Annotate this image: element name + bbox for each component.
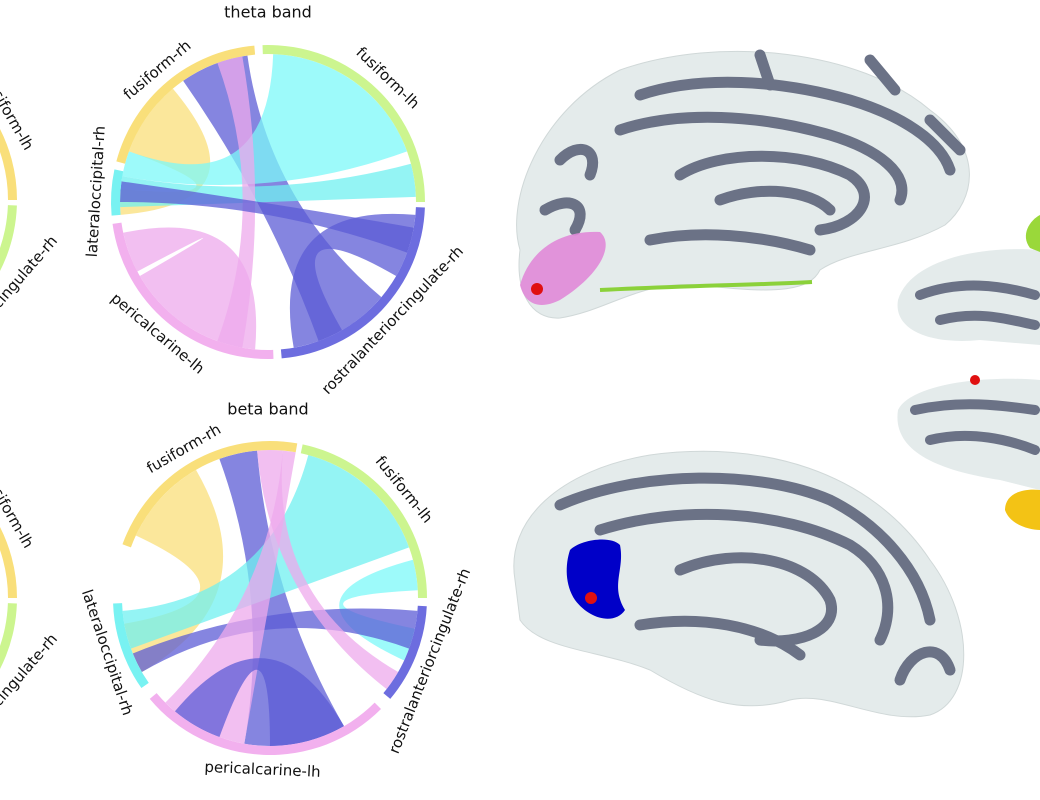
chord-diagrams: fusiform-rh fusiform-lhrostralanteriorcin… <box>0 3 474 791</box>
node-arc <box>383 605 427 699</box>
node-arc <box>122 441 298 548</box>
node-label: lateraloccipital-rh <box>83 125 109 257</box>
seed-point <box>585 592 597 604</box>
node-arc <box>113 603 149 689</box>
node-arc <box>149 693 382 756</box>
chord <box>120 88 211 215</box>
node-arc <box>112 222 274 359</box>
seed-point <box>531 283 543 295</box>
node-label: rostralanteriorcingulate-rh <box>0 630 61 791</box>
chord <box>122 54 408 185</box>
node-arc <box>0 603 17 669</box>
node-arc <box>116 45 256 164</box>
highlight-region <box>566 539 625 619</box>
panel-title: theta band <box>224 3 312 22</box>
chord <box>257 450 399 690</box>
node-label: rostralanteriorcingulate-rh <box>0 232 61 393</box>
chord <box>174 658 344 746</box>
chord <box>289 213 416 348</box>
highlight-region <box>599 280 813 292</box>
seed-point <box>970 375 980 385</box>
chord <box>123 227 257 350</box>
node-arc <box>111 169 124 216</box>
highlight-region <box>1025 215 1040 252</box>
node-arc <box>300 444 427 598</box>
node-arc <box>0 527 17 598</box>
node-label: pericalcarine-lh <box>204 758 321 781</box>
node-arc <box>280 207 425 359</box>
brain-sulci <box>554 472 956 686</box>
brain-surface <box>516 50 970 319</box>
chord <box>217 56 256 348</box>
brain-views <box>513 49 1040 718</box>
brain-sulci <box>539 49 966 256</box>
brain-sulci <box>910 280 1040 455</box>
node-arc <box>0 129 17 200</box>
panel-title: beta band <box>227 400 308 419</box>
node-arc <box>0 205 17 271</box>
node-label: rostralanteriorcingulate-rh <box>385 566 474 756</box>
chord <box>219 450 344 746</box>
chord <box>165 450 296 744</box>
chord <box>132 608 418 672</box>
highlight-region <box>1005 489 1040 530</box>
chord <box>120 181 414 253</box>
